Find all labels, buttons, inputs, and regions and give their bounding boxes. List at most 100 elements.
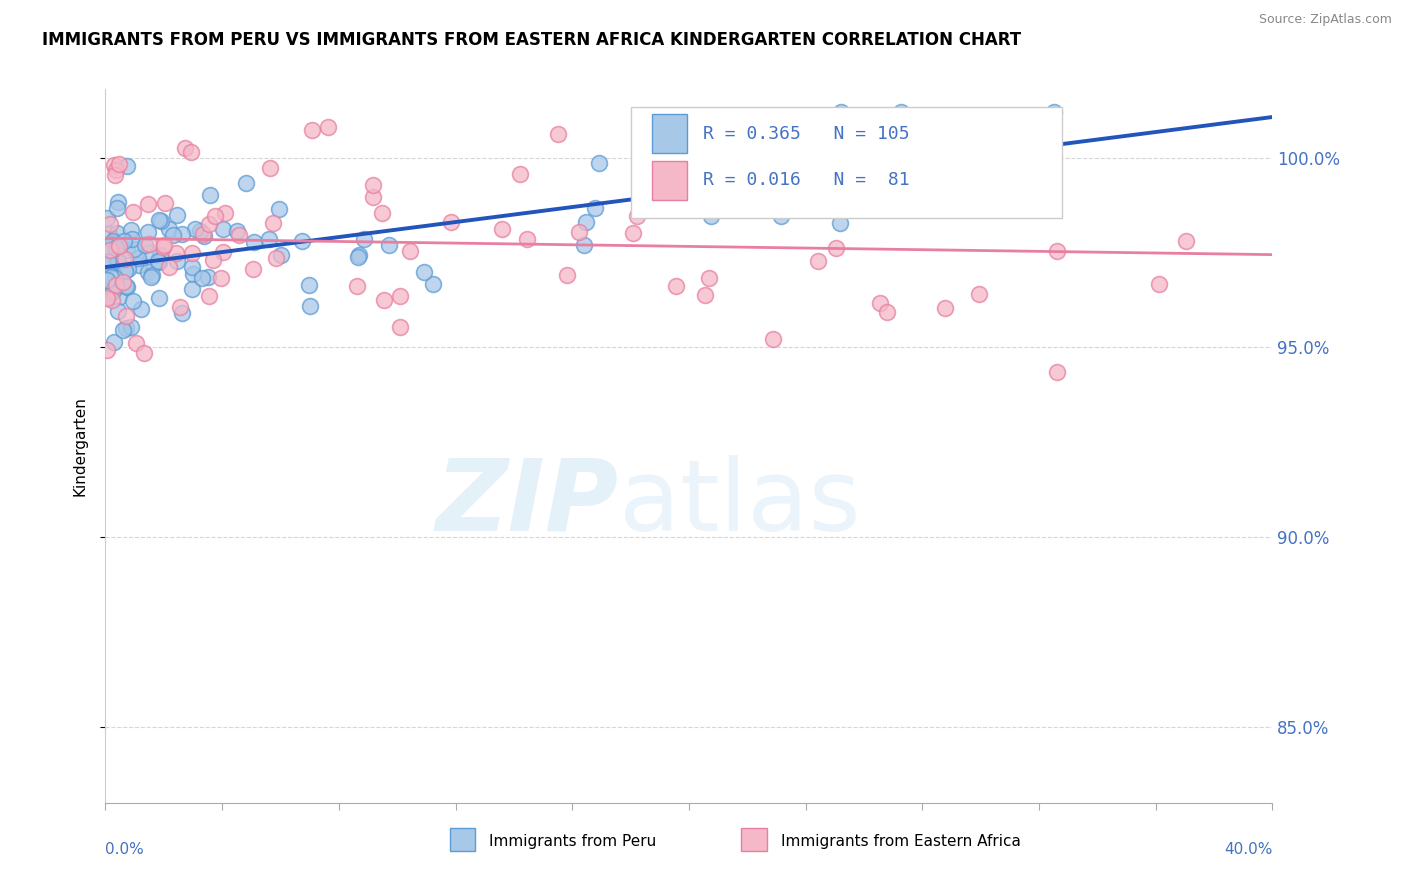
Point [1026,149,1049,163]
Point [117,261,139,276]
Text: Source: ZipAtlas.com: Source: ZipAtlas.com [1258,13,1392,27]
Bar [651,161,686,200]
Point [740,191,762,205]
Point [148,291,170,305]
Point [112,276,135,290]
Point [876,305,898,319]
Point [1008,150,1031,164]
Point [346,279,368,293]
Point [191,270,214,285]
Point [583,201,606,215]
Point [107,239,129,253]
Point [120,320,142,334]
Point [105,241,128,255]
Point [373,293,395,307]
Point [927,153,949,167]
Point [665,153,688,167]
Point [259,161,281,176]
Point [107,304,129,318]
Point [148,255,170,269]
Point [967,286,990,301]
Point [97,239,120,253]
Point [105,201,128,215]
Point [136,196,159,211]
Point [1042,105,1064,120]
Point [96,292,118,306]
Point [555,268,578,282]
Point [211,222,233,236]
Point [114,263,136,277]
Point [825,241,848,255]
Point [700,210,723,224]
Point [96,211,118,225]
Point [568,225,591,239]
Point [153,195,176,210]
Point [122,242,145,256]
Point [114,279,136,293]
Point [361,190,384,204]
Point [100,285,122,299]
Point [214,206,236,220]
Point [157,260,180,274]
Point [136,264,159,278]
Point [141,268,163,282]
Point [188,224,211,238]
Point [115,159,138,173]
Point [121,293,143,308]
Point [516,232,538,246]
Point [547,128,569,142]
Point [117,244,139,258]
Text: R = 0.365   N = 105: R = 0.365 N = 105 [703,125,910,143]
Point [129,301,152,316]
Point [121,232,143,246]
Point [193,229,215,244]
Point [157,221,180,235]
Point [100,270,122,285]
FancyBboxPatch shape [631,107,1063,218]
Point [96,343,118,357]
Point [422,277,444,291]
Point [243,235,266,250]
Point [96,273,118,287]
Point [807,253,830,268]
Point [136,225,159,239]
Point [1046,244,1069,258]
Point [830,105,852,120]
Point [935,118,957,132]
Point [108,290,131,304]
Text: Immigrants from Peru: Immigrants from Peru [489,834,657,849]
Point [665,278,688,293]
Point [101,284,124,298]
Point [111,323,134,337]
Point [146,254,169,268]
Point [103,334,125,349]
Text: Immigrants from Eastern Africa: Immigrants from Eastern Africa [782,834,1021,849]
Point [149,248,172,262]
Point [120,222,142,236]
Point [633,172,655,186]
Point [225,224,247,238]
Text: R = 0.016   N =  81: R = 0.016 N = 81 [703,171,910,189]
Point [347,248,370,262]
Point [103,158,125,172]
Point [104,278,127,293]
Point [180,282,202,296]
Point [115,310,138,324]
Point [128,258,150,272]
Point [115,280,138,294]
Point [127,251,149,265]
Point [101,234,124,248]
Point [105,226,128,240]
Point [173,141,195,155]
Point [162,228,184,243]
Point [180,145,202,160]
Point [122,205,145,219]
Point [172,305,194,319]
Point [98,257,121,271]
Point [242,261,264,276]
Point [228,227,250,242]
Point [353,232,375,246]
Point [201,253,224,268]
Point [166,254,188,268]
Point [134,237,156,252]
